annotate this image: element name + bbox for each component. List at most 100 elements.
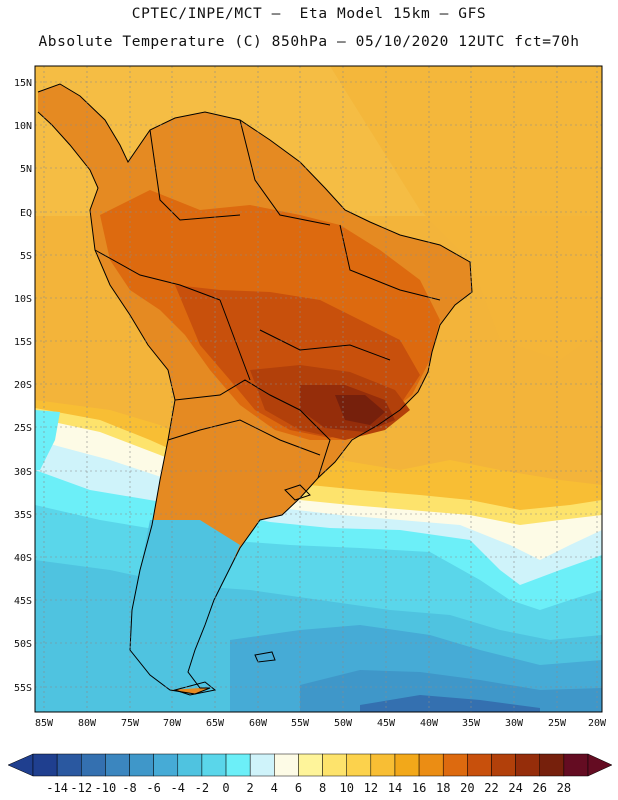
colorbar-label: 2 [247, 781, 254, 795]
lat-label: 5N [20, 164, 32, 175]
colorbar-label: 8 [319, 781, 326, 795]
lat-label: 15N [14, 78, 32, 89]
border-1 [149, 129, 241, 221]
land-warm-28 [335, 395, 385, 425]
colorbar-label: 10 [339, 781, 353, 795]
lon-label: 55W [291, 718, 310, 729]
map-frame [34, 65, 603, 713]
lat-axis: 15N 10N 5N EQ 5S 10S 15S 20S 25S 30S 35S… [14, 78, 32, 694]
colorbar-label: 6 [295, 781, 302, 795]
colorbar-swatch [322, 753, 347, 777]
band-m4 [300, 670, 602, 712]
colorbar-swatch [32, 753, 58, 777]
border-5 [167, 419, 321, 456]
colorbar-label: -8 [122, 781, 136, 795]
lat-label: 10N [14, 121, 32, 132]
colorbar-label: 16 [412, 781, 426, 795]
border-9 [339, 224, 441, 301]
border-2 [239, 119, 331, 226]
lon-label: 50W [334, 718, 353, 729]
lat-label: 45S [14, 596, 32, 607]
colorbar-label: 18 [436, 781, 450, 795]
colorbar-swatch [81, 753, 106, 777]
lat-label: 40S [14, 553, 32, 564]
colorbar-swatch [467, 753, 492, 777]
band-m8 [360, 695, 540, 712]
colorbar-label: 22 [484, 781, 498, 795]
colorbar-label: -10 [95, 781, 117, 795]
lat-label: 55S [14, 683, 32, 694]
lat-label: 15S [14, 337, 32, 348]
lon-label: 25W [548, 718, 567, 729]
lon-label: 85W [35, 718, 54, 729]
colorbar-swatch [177, 753, 203, 777]
colorbar-max-arrow [587, 753, 613, 777]
colorbar-label: 28 [557, 781, 571, 795]
coastline-path [37, 83, 473, 695]
colorbar-swatch [539, 753, 565, 777]
colorbar: -14 -12 -10 -8 -6 -4 -2 0 2 4 6 8 10 12 14 16 18 20 22 24 26… [7, 753, 613, 795]
border-4 [174, 379, 301, 411]
title-line-2: Absolute Temperature (C) 850hPa – 05/10/… [38, 34, 580, 50]
colorbar-label: 4 [271, 781, 278, 795]
colorbar-swatch [394, 753, 420, 777]
lat-label: 30S [14, 467, 32, 478]
colorbar-label: -12 [70, 781, 92, 795]
lon-label: 20W [588, 718, 607, 729]
west-cold-tongue [35, 410, 60, 470]
border-6 [219, 299, 251, 381]
colorbar-swatch [129, 753, 154, 777]
lon-label: 70W [163, 718, 182, 729]
lon-label: 75W [121, 718, 140, 729]
lat-label: 50S [14, 639, 32, 650]
colorbar-label: -14 [46, 781, 68, 795]
colorbar-swatch [274, 753, 299, 777]
lat-label: 10S [14, 294, 32, 305]
colorbar-swatch [515, 753, 540, 777]
temperature-field [35, 66, 602, 712]
lat-label: 25S [14, 423, 32, 434]
colorbar-swatch [563, 753, 589, 777]
colorbar-label: 14 [388, 781, 402, 795]
border-8 [259, 329, 391, 361]
atlantic-warm-band [330, 66, 602, 360]
colorbar-swatch [249, 753, 275, 777]
lat-label: EQ [20, 208, 32, 219]
colorbar-swatch [153, 753, 179, 777]
falklands [254, 651, 276, 663]
colorbar-swatch [491, 753, 516, 777]
lon-label: 35W [462, 718, 481, 729]
uruguay-estuary [284, 484, 311, 501]
colorbar-label: 0 [222, 781, 229, 795]
colorbar-swatch [298, 753, 323, 777]
patagonia-cold [130, 520, 240, 690]
colorbar-swatch [201, 753, 227, 777]
colorbar-swatch [225, 753, 251, 777]
colorbar-swatch [370, 753, 396, 777]
lon-label: 80W [78, 718, 97, 729]
colorbar-min-arrow [7, 753, 34, 777]
colorbar-swatch [346, 753, 372, 777]
colorbar-label: -4 [171, 781, 185, 795]
colorbar-label: 26 [533, 781, 547, 795]
colorbar-label: -2 [195, 781, 209, 795]
colorbar-label: -6 [146, 781, 160, 795]
lat-label: 35S [14, 510, 32, 521]
lon-label: 30W [505, 718, 524, 729]
colorbar-swatch [418, 753, 444, 777]
lon-label: 65W [206, 718, 225, 729]
border-3 [94, 249, 221, 301]
border-7 [299, 409, 331, 479]
title-line-1: CPTEC/INPE/MCT – Eta Model 15km – GFS [131, 6, 487, 22]
lat-label: 20S [14, 380, 32, 391]
lon-axis: 85W 80W 75W 70W 65W 60W 55W 50W 45W 40W … [35, 718, 607, 729]
lon-label: 40W [420, 718, 439, 729]
colorbar-swatch [442, 753, 468, 777]
lat-label: 5S [20, 251, 32, 262]
lon-label: 45W [377, 718, 396, 729]
colorbar-label: 20 [460, 781, 474, 795]
lon-label: 60W [249, 718, 268, 729]
coastline [37, 83, 473, 696]
colorbar-swatch [105, 753, 130, 777]
